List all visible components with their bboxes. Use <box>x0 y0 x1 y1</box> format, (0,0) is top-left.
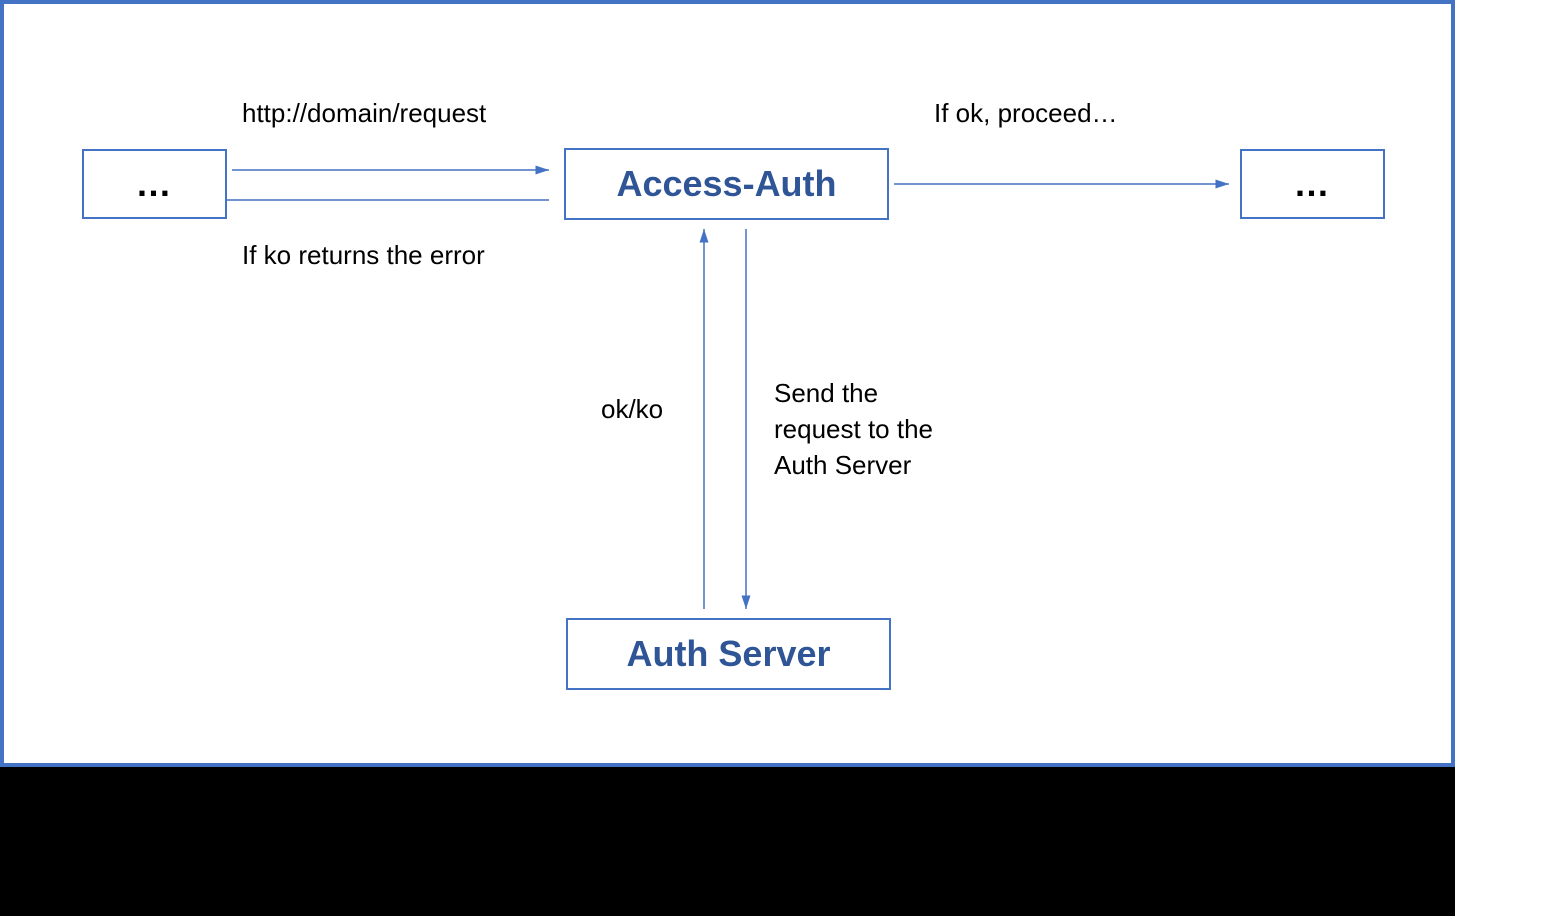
label-send-request-l1: Send the <box>774 376 878 411</box>
label-proceed: If ok, proceed… <box>934 96 1118 131</box>
label-send-request-l2: request to the <box>774 412 933 447</box>
label-error-return: If ko returns the error <box>242 238 485 273</box>
node-left-ellipsis: … <box>82 149 227 219</box>
node-right-ellipsis: … <box>1240 149 1385 219</box>
node-label: Auth Server <box>626 633 830 675</box>
node-access-auth: Access-Auth <box>564 148 889 220</box>
node-label: … <box>136 163 174 205</box>
node-label: … <box>1294 163 1332 205</box>
node-label: Access-Auth <box>616 163 836 205</box>
bottom-black-bar <box>0 767 1455 916</box>
diagram-frame: … Access-Auth … Auth Server http://domai… <box>0 0 1455 767</box>
node-auth-server: Auth Server <box>566 618 891 690</box>
label-okko: ok/ko <box>601 392 663 427</box>
label-request-url: http://domain/request <box>242 96 486 131</box>
label-send-request-l3: Auth Server <box>774 448 911 483</box>
